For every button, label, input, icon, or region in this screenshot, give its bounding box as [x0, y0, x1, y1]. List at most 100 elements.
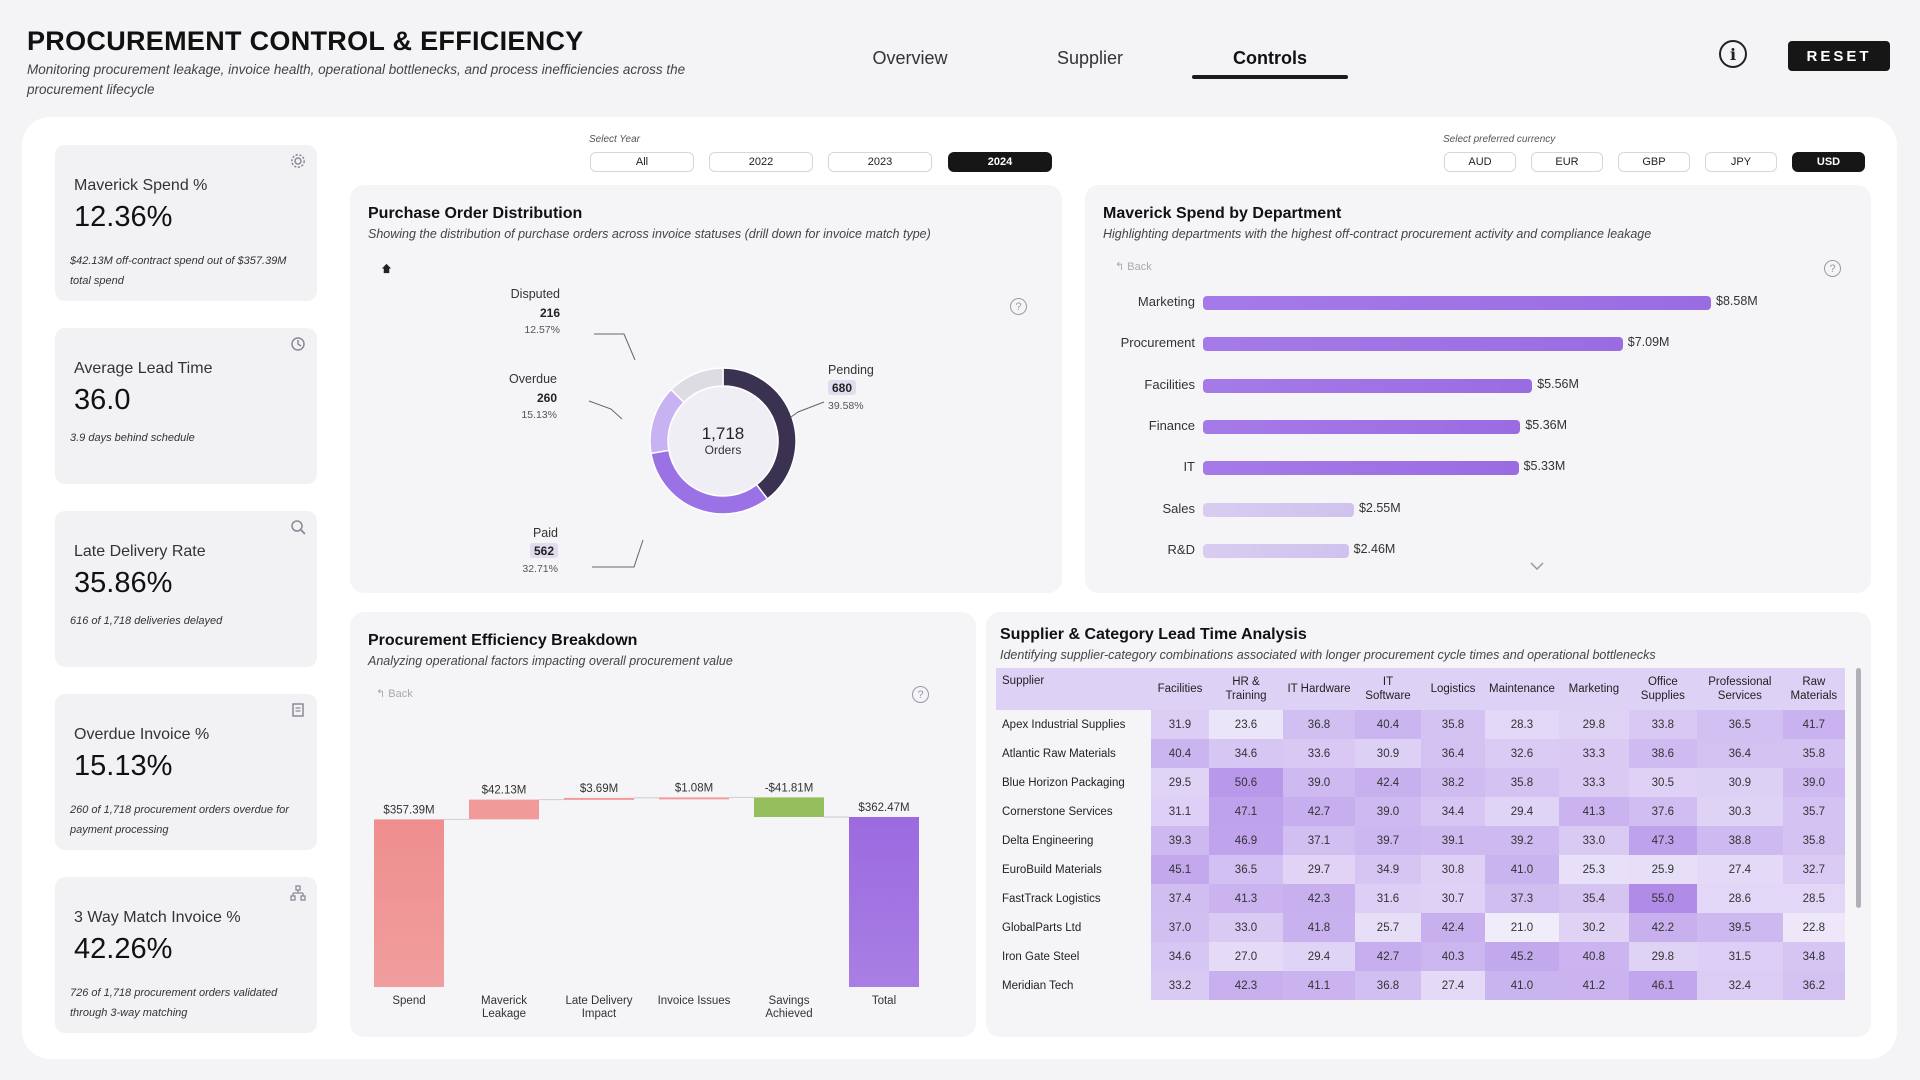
heatmap-cell[interactable]: 31.6	[1355, 884, 1421, 913]
dept-bar[interactable]	[1203, 543, 1349, 558]
heatmap-cell[interactable]: 42.4	[1421, 913, 1485, 942]
heatmap-cell[interactable]: 42.3	[1209, 971, 1283, 1000]
dept-bar-row[interactable]: Finance $5.36M	[1085, 418, 1871, 434]
chevron-down-icon[interactable]	[1530, 559, 1544, 573]
heatmap-cell[interactable]: 30.9	[1696, 768, 1783, 797]
dept-bar-row[interactable]: Marketing $8.58M	[1085, 294, 1871, 310]
heatmap-cell[interactable]: 25.9	[1628, 855, 1697, 884]
currency-pill-gbp[interactable]: GBP	[1618, 152, 1690, 172]
heatmap-cell[interactable]: 28.5	[1782, 884, 1845, 913]
heatmap-cell[interactable]: 41.8	[1283, 913, 1355, 942]
heatmap-cell[interactable]: 39.0	[1782, 768, 1845, 797]
heatmap-row[interactable]: Meridian Tech 33.2 42.3 41.1 36.8 27.4 41.0 41.…	[996, 971, 1845, 1000]
heatmap-cell[interactable]: 39.3	[1151, 826, 1209, 855]
heatmap-cell[interactable]: 27.4	[1421, 971, 1485, 1000]
heatmap-cell[interactable]: 27.0	[1209, 942, 1283, 971]
heatmap-cell[interactable]: 29.7	[1283, 855, 1355, 884]
heatmap-row[interactable]: Apex Industrial Supplies 31.9 23.6 36.8 40.4…	[996, 710, 1845, 739]
heatmap-column-header[interactable]: Professional Services	[1696, 668, 1783, 710]
heatmap-column-header[interactable]: Supplier	[996, 668, 1151, 710]
heatmap-column-header[interactable]: IT Software	[1355, 668, 1421, 710]
dept-bar-row[interactable]: R&D $2.46M	[1085, 542, 1871, 558]
heatmap-row[interactable]: Iron Gate Steel 34.6 27.0 29.4 42.7 40.3 45.2 4…	[996, 942, 1845, 971]
heatmap-cell[interactable]: 41.0	[1485, 855, 1559, 884]
heatmap-cell[interactable]: 39.2	[1485, 826, 1559, 855]
heatmap-cell[interactable]: 36.8	[1355, 971, 1421, 1000]
heatmap-cell[interactable]: 28.3	[1485, 710, 1559, 739]
heatmap-cell[interactable]: 35.8	[1782, 739, 1845, 768]
heatmap-column-header[interactable]: Maintenance	[1485, 668, 1559, 710]
heatmap-cell[interactable]: 36.5	[1696, 710, 1783, 739]
heatmap-column-header[interactable]: Raw Materials	[1782, 668, 1845, 710]
heatmap-cell[interactable]: 38.2	[1421, 768, 1485, 797]
heatmap-cell[interactable]: 38.8	[1696, 826, 1783, 855]
heatmap-cell[interactable]: 42.7	[1355, 942, 1421, 971]
help-icon[interactable]: ?	[912, 686, 929, 703]
dept-bar[interactable]	[1203, 502, 1354, 517]
heatmap-column-header[interactable]: IT Hardware	[1283, 668, 1355, 710]
heatmap-cell[interactable]: 29.8	[1558, 710, 1629, 739]
info-icon[interactable]: i	[1719, 40, 1747, 68]
year-pill-2023[interactable]: 2023	[828, 152, 932, 172]
dept-bar[interactable]	[1203, 461, 1519, 476]
heatmap-column-header[interactable]: HR & Training	[1209, 668, 1283, 710]
heatmap-cell[interactable]: 23.6	[1209, 710, 1283, 739]
heatmap-cell[interactable]: 42.2	[1628, 913, 1697, 942]
heatmap-row[interactable]: Blue Horizon Packaging 29.5 50.6 39.0 42.4 38…	[996, 768, 1845, 797]
heatmap-cell[interactable]: 37.6	[1628, 797, 1697, 826]
year-pill-2022[interactable]: 2022	[709, 152, 813, 172]
heatmap-row[interactable]: FastTrack Logistics 37.4 41.3 42.3 31.6 30.7 3…	[996, 884, 1845, 913]
heatmap-cell[interactable]: 55.0	[1628, 884, 1697, 913]
help-icon[interactable]: ?	[1824, 260, 1841, 277]
heatmap-cell[interactable]: 41.3	[1209, 884, 1283, 913]
waterfall-bar[interactable]	[564, 797, 634, 800]
heatmap-row[interactable]: Delta Engineering 39.3 46.9 37.1 39.7 39.1 39.…	[996, 826, 1845, 855]
heatmap-cell[interactable]: 39.0	[1283, 768, 1355, 797]
dept-bar-row[interactable]: Facilities $5.56M	[1085, 377, 1871, 393]
heatmap-cell[interactable]: 33.0	[1209, 913, 1283, 942]
heatmap-cell[interactable]: 41.2	[1558, 971, 1629, 1000]
waterfall-bar[interactable]	[469, 799, 539, 820]
heatmap-cell[interactable]: 37.3	[1485, 884, 1559, 913]
heatmap-cell[interactable]: 42.4	[1355, 768, 1421, 797]
heatmap-cell[interactable]: 39.1	[1421, 826, 1485, 855]
heatmap-cell[interactable]: 22.8	[1782, 913, 1845, 942]
heatmap-cell[interactable]: 36.8	[1283, 710, 1355, 739]
heatmap-cell[interactable]: 36.4	[1421, 739, 1485, 768]
tab-supplier[interactable]: Supplier	[1056, 48, 1124, 68]
dept-bar-row[interactable]: Sales $2.55M	[1085, 501, 1871, 517]
heatmap-cell[interactable]: 36.2	[1782, 971, 1845, 1000]
heatmap-cell[interactable]: 37.4	[1151, 884, 1209, 913]
waterfall-bar[interactable]	[659, 797, 729, 800]
dept-bar-row[interactable]: Procurement $7.09M	[1085, 335, 1871, 352]
waterfall-bar[interactable]	[754, 797, 824, 817]
heatmap-cell[interactable]: 46.1	[1628, 971, 1697, 1000]
heatmap-cell[interactable]: 30.8	[1421, 855, 1485, 884]
heatmap-cell[interactable]: 50.6	[1209, 768, 1283, 797]
donut-slice-disputed[interactable]	[670, 367, 724, 404]
heatmap-cell[interactable]: 33.0	[1558, 826, 1629, 855]
heatmap-cell[interactable]: 35.4	[1558, 884, 1629, 913]
heatmap-cell[interactable]: 41.3	[1558, 797, 1629, 826]
heatmap-cell[interactable]: 33.3	[1558, 739, 1629, 768]
currency-pill-aud[interactable]: AUD	[1444, 152, 1516, 172]
heatmap-column-header[interactable]: Facilities	[1151, 668, 1209, 710]
heatmap-cell[interactable]: 34.6	[1151, 942, 1209, 971]
heatmap-cell[interactable]: 35.8	[1782, 826, 1845, 855]
dept-bar[interactable]	[1203, 337, 1623, 352]
heatmap-cell[interactable]: 21.0	[1485, 913, 1559, 942]
heatmap-cell[interactable]: 36.5	[1209, 855, 1283, 884]
currency-pill-usd[interactable]: USD	[1792, 152, 1865, 172]
heatmap-cell[interactable]: 32.4	[1696, 971, 1783, 1000]
heatmap-cell[interactable]: 33.8	[1628, 710, 1697, 739]
help-icon[interactable]: ?	[1010, 298, 1027, 315]
heatmap-cell[interactable]: 42.7	[1283, 797, 1355, 826]
heatmap-cell[interactable]: 31.1	[1151, 797, 1209, 826]
back-button[interactable]: ↰ Back	[376, 687, 413, 700]
heatmap-cell[interactable]: 41.1	[1283, 971, 1355, 1000]
heatmap-cell[interactable]: 33.3	[1558, 768, 1629, 797]
tab-overview[interactable]: Overview	[872, 48, 948, 68]
heatmap-cell[interactable]: 34.4	[1421, 797, 1485, 826]
heatmap-cell[interactable]: 47.3	[1628, 826, 1697, 855]
heatmap-cell[interactable]: 31.5	[1696, 942, 1783, 971]
